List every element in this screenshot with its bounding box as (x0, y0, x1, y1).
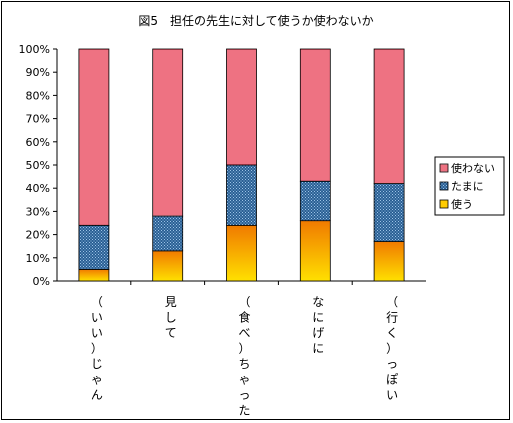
category-label: （食べ）ちゃった (238, 295, 250, 418)
bar-segment (226, 164, 257, 226)
legend-label: 使わない (451, 162, 495, 175)
bar-segment (78, 48, 110, 226)
y-tick-label: 0% (33, 275, 50, 288)
y-tick-label: 10% (26, 252, 50, 265)
bar-segment (78, 268, 110, 282)
bar-segment (152, 250, 184, 282)
bar-segment (152, 48, 184, 217)
legend-swatch (439, 163, 449, 173)
bar-segment (299, 180, 331, 222)
y-tick-label: 90% (26, 66, 50, 79)
category-label: （行く）っぽい (386, 295, 398, 402)
bar-segment (299, 220, 331, 282)
legend-label: 使う (451, 198, 473, 211)
bar-segment (152, 215, 184, 252)
bar-segment (78, 224, 110, 270)
bar-segment (373, 183, 405, 242)
chart-title: 図5 担任の先生に対して使うか使わないか (138, 13, 373, 28)
category-label: 見して (165, 295, 177, 340)
category-label: （いい）じゃん (91, 295, 103, 402)
category-label: なにげに (312, 295, 324, 356)
legend-label: たまに (451, 180, 484, 193)
bar-segment (373, 241, 405, 282)
legend-swatch (439, 199, 449, 209)
y-tick-label: 40% (26, 182, 50, 195)
y-tick-label: 60% (26, 136, 50, 149)
bar-segment (226, 48, 257, 166)
bar-segment (373, 48, 405, 184)
y-tick-label: 30% (26, 205, 50, 218)
y-tick-label: 80% (26, 89, 50, 102)
bar-segment (299, 48, 331, 182)
y-tick-label: 70% (26, 113, 50, 126)
y-tick-label: 50% (26, 159, 50, 172)
bar-segment (226, 224, 257, 282)
y-tick-label: 100% (19, 43, 50, 56)
legend-swatch (439, 181, 449, 191)
y-tick-label: 20% (26, 229, 50, 242)
